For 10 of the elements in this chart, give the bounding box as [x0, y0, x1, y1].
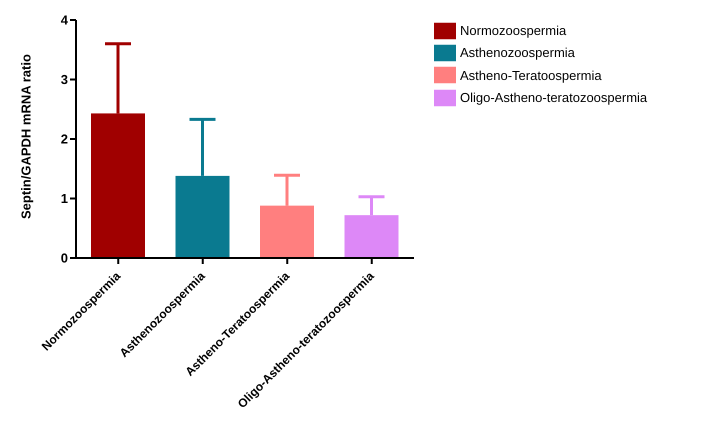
- legend-label: Asthenozoospermia: [460, 45, 575, 60]
- y-tick-label: 2: [60, 132, 68, 147]
- y-axis-title: Septin/GAPDH mRNA ratio: [18, 54, 34, 219]
- legend-label: Astheno-Teratoospermia: [460, 68, 602, 83]
- y-tick-label: 0: [60, 250, 68, 266]
- legend-label: Normozoospermia: [460, 23, 566, 38]
- legend-label: Oligo-Astheno-teratozoospermia: [460, 90, 648, 105]
- y-tick-label: 1: [60, 191, 68, 206]
- y-tick-label: 4: [60, 12, 69, 28]
- y-tick-label: 3: [60, 72, 68, 88]
